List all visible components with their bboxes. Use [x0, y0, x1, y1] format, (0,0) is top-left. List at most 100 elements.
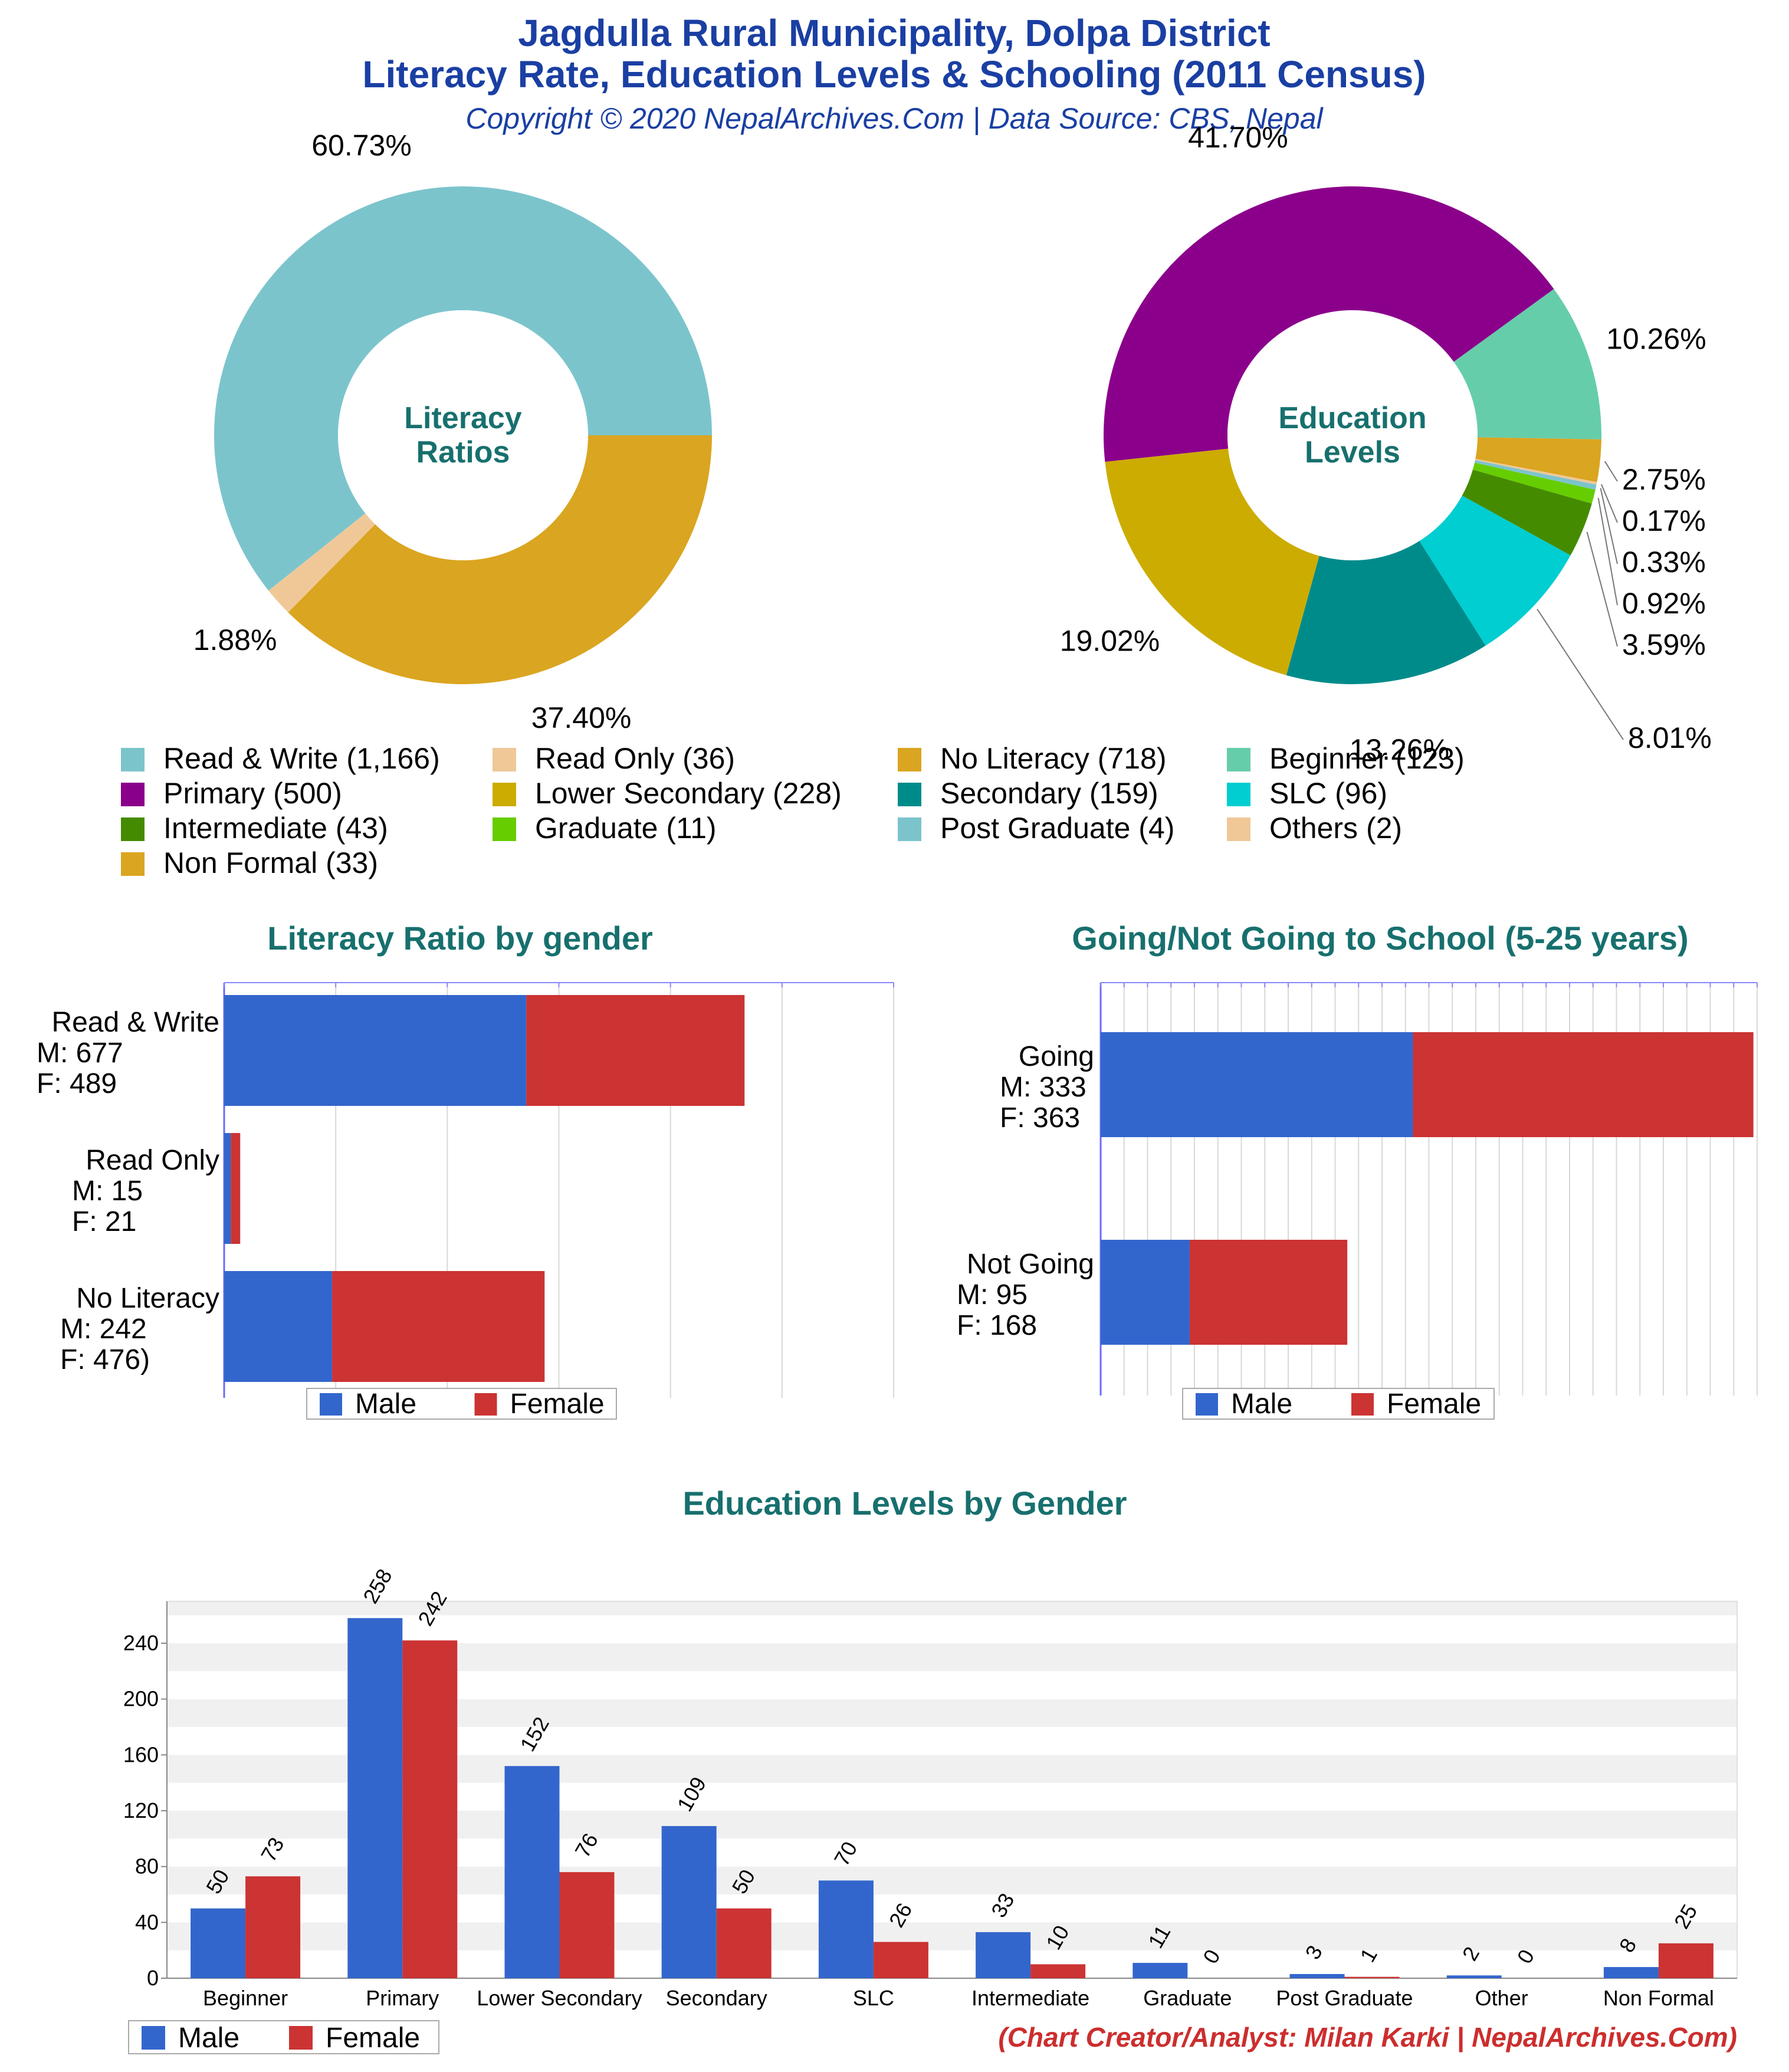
leader-line — [1600, 488, 1618, 564]
pct-label: 10.26% — [1606, 322, 1706, 355]
main-legend: Read & Write (1,166) Read Only (36) No Lit… — [121, 742, 1465, 879]
bar-female-not-going — [1190, 1240, 1348, 1345]
pct-label: 19.02% — [1060, 625, 1160, 658]
x-tick-label: Graduate — [1143, 1986, 1232, 2010]
legend-swatch — [493, 783, 516, 806]
bar-female-read-only — [231, 1133, 241, 1244]
x-tick-label: Secondary — [666, 1986, 767, 2010]
bar-male-secondary — [661, 1826, 717, 1978]
x-tick-label: Primary — [366, 1986, 439, 2010]
title-line-2: Literacy Rate, Education Levels & School… — [362, 53, 1426, 96]
legend-label: Intermediate (43) — [163, 812, 388, 845]
legend-swatch-female — [289, 2026, 313, 2050]
category-sublabel: M: 95 — [957, 1279, 1028, 1311]
legend-swatch — [493, 817, 516, 841]
education-gender-chart: 040801201602002405073Beginner258242Prima… — [123, 1565, 1738, 2054]
bar-male-lower-secondary — [504, 1766, 560, 1978]
pct-label: 37.40% — [531, 701, 632, 734]
slice-slc — [1419, 495, 1571, 646]
legend-label: Read & Write (1,166) — [163, 742, 440, 775]
copyright-line: Copyright © 2020 NepalArchives.Com | Dat… — [465, 102, 1324, 136]
x-tick-label: Lower Secondary — [477, 1986, 642, 2010]
legend-label: Graduate (11) — [535, 812, 717, 845]
bar-female-non-formal — [1658, 1943, 1713, 1978]
bar-male-other — [1446, 1975, 1502, 1978]
education-levels-donut: 10.26% 2.75% 0.17% 0.33% 0.92% 3.59% 8.01% 13.2… — [1060, 121, 1712, 766]
pct-label: 2.75% — [1622, 463, 1706, 496]
category-sublabel: M: 242 — [60, 1314, 147, 1345]
donut-hole — [338, 310, 588, 560]
school-going-title: Going/Not Going to School (5-25 years) — [1072, 920, 1688, 957]
pct-label: 8.01% — [1628, 721, 1712, 754]
legend-label: Post Graduate (4) — [940, 812, 1174, 845]
legend-swatch — [898, 817, 921, 841]
slice-primary — [1104, 186, 1554, 462]
category-label: Not Going — [967, 1249, 1094, 1280]
chart-legend-box — [128, 2020, 439, 2054]
donut-center-label: Education — [1278, 401, 1426, 435]
bar-female-beginner — [245, 1876, 301, 1978]
donut-center-label: Levels — [1305, 435, 1400, 469]
bar-female-post-graduate — [1344, 1976, 1400, 1978]
category-label: No Literacy — [76, 1283, 219, 1314]
bar-male-read-only — [224, 1133, 231, 1244]
slice-no-literacy — [288, 435, 713, 685]
legend-swatch — [898, 748, 921, 771]
bar-female-no-literacy — [332, 1271, 545, 1382]
legend-label-female: Female — [510, 1388, 605, 1420]
bar-male-intermediate — [976, 1932, 1031, 1978]
category-sublabel: F: 363 — [1000, 1102, 1080, 1134]
bar-male-going — [1101, 1032, 1413, 1137]
literacy-gender-title: Literacy Ratio by gender — [267, 920, 653, 957]
legend-swatch — [1227, 783, 1250, 806]
category-sublabel: F: 168 — [957, 1310, 1037, 1341]
category-label: Going — [1019, 1041, 1094, 1072]
bar-female-going — [1413, 1032, 1754, 1137]
bar-male-post-graduate — [1289, 1974, 1345, 1978]
category-sublabel: F: 476) — [60, 1344, 150, 1375]
x-tick-label: SLC — [853, 1986, 894, 2010]
leader-line — [1586, 531, 1618, 647]
y-tick-label: 240 — [123, 1631, 159, 1655]
legend-label: Primary (500) — [163, 777, 342, 810]
legend-swatch — [121, 852, 145, 876]
legend-swatch — [121, 783, 145, 806]
legend-label: Non Formal (33) — [163, 846, 378, 879]
y-tick-label: 0 — [147, 1966, 159, 1990]
legend-swatch-male — [320, 1393, 342, 1416]
donut-hole — [1227, 310, 1478, 560]
bar-female-slc — [873, 1942, 928, 1978]
slice-secondary — [1286, 541, 1486, 684]
legend-swatch-male — [142, 2026, 165, 2050]
leader-line — [1597, 497, 1618, 606]
category-label: Read & Write — [51, 1007, 219, 1038]
grid-band — [167, 1601, 1737, 1615]
legend-swatch — [1227, 817, 1250, 841]
slice-intermediate — [1462, 469, 1592, 556]
bar-female-lower-secondary — [559, 1872, 615, 1978]
pct-label: 60.73% — [311, 129, 412, 162]
legend-swatch — [493, 748, 516, 771]
slice-others — [1475, 458, 1597, 485]
grid-band — [167, 1615, 1737, 1643]
legend-swatch — [1227, 748, 1250, 771]
legend-label: Read Only (36) — [535, 742, 735, 775]
slice-read-only — [268, 513, 376, 613]
y-tick-label: 80 — [135, 1854, 159, 1879]
legend-label: No Literacy (718) — [940, 742, 1167, 775]
x-tick-label: Other — [1475, 1986, 1528, 2010]
pct-label: 13.26% — [1350, 733, 1450, 766]
pct-label: 0.33% — [1622, 546, 1706, 579]
pct-label: 0.17% — [1622, 504, 1706, 537]
title-line-1: Jagdulla Rural Municipality, Dolpa Distr… — [518, 12, 1270, 54]
slice-lower-secondary — [1105, 448, 1319, 675]
leader-line — [1604, 461, 1618, 482]
category-sublabel: M: 333 — [1000, 1072, 1086, 1103]
y-tick-label: 40 — [135, 1910, 159, 1934]
donut-center-label: Literacy — [404, 401, 522, 435]
leader-line — [1600, 484, 1618, 523]
x-tick-label: Non Formal — [1603, 1986, 1714, 2010]
